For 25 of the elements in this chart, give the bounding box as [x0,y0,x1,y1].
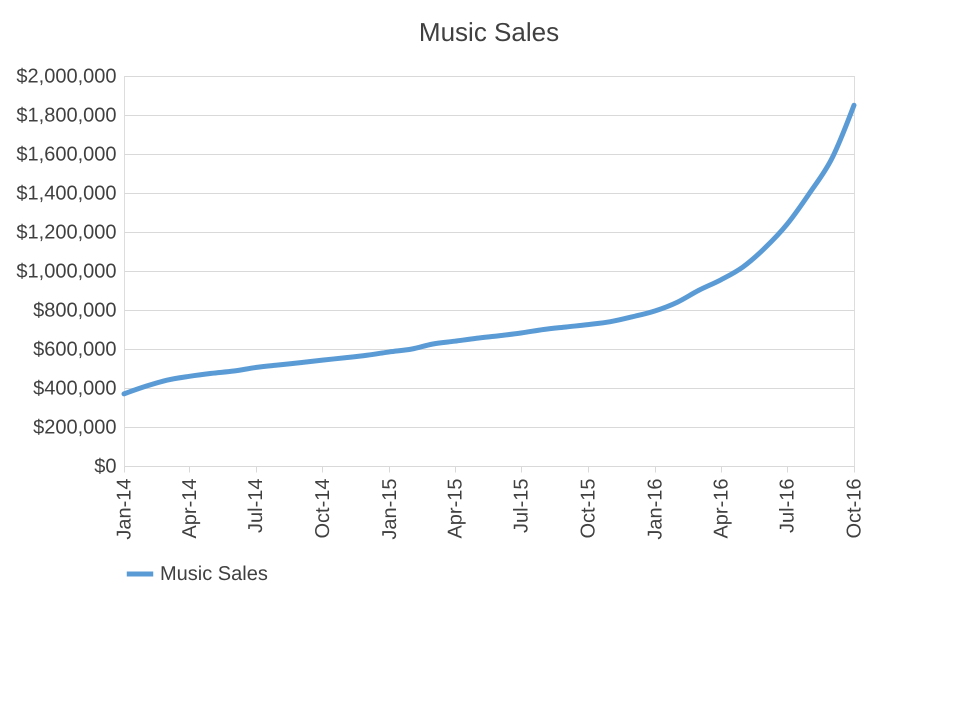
y-tick-label: $1,200,000 [16,222,116,244]
x-tick-label: Jan-14 [114,478,136,540]
x-tick-label: Apr-14 [178,478,201,539]
x-tick-label: Jul-14 [245,478,268,533]
y-tick-label: $1,600,000 [16,144,116,166]
y-tick-label: $1,800,000 [16,104,116,126]
x-tick-label: Jan-15 [378,478,401,540]
y-tick-label: $400,000 [33,378,116,400]
x-tick-label: Oct-16 [844,478,866,539]
y-tick-label: $200,000 [33,416,116,438]
chart-title: Music Sales [418,17,560,47]
y-tick-label: $2,000,000 [16,66,116,88]
x-tick-label: Apr-15 [444,478,466,539]
legend-label: Music Sales [160,563,268,585]
y-tick-label: $0 [94,456,116,478]
y-tick-label: $800,000 [33,300,116,322]
y-tick-label: $600,000 [33,338,116,360]
x-tick-label: Apr-16 [710,478,732,539]
x-tick-label: Jul-16 [776,478,799,533]
x-tick-label: Jul-15 [510,478,532,533]
y-tick-label: $1,400,000 [16,182,116,204]
x-tick-label: Oct-15 [577,478,600,539]
y-tick-label: $1,000,000 [16,260,116,282]
x-tick-label: Oct-14 [312,478,334,539]
x-tick-label: Jan-16 [644,478,666,540]
